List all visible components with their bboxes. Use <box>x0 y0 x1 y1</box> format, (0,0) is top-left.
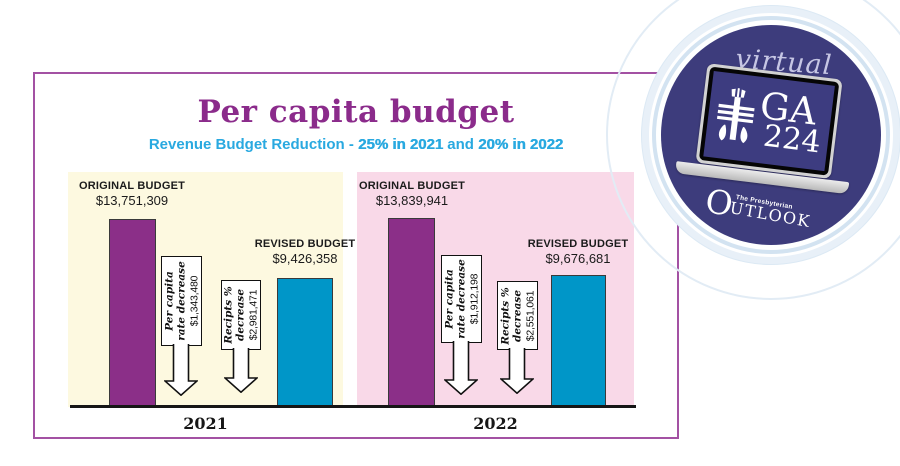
callout-line: decrease <box>511 289 524 342</box>
callout-line: rate decrease <box>175 261 188 341</box>
callout-line: decrease <box>234 288 247 342</box>
label-text: REVISED BUDGET <box>527 238 629 250</box>
label-2021-revised: REVISED BUDGET $9,426,358 <box>239 238 371 266</box>
callout-text: Per capita rate decrease $1,343,480 <box>163 258 200 344</box>
callout-value: $2,981,471 <box>247 289 260 341</box>
ga224-wordmark: GA 224 <box>755 84 826 161</box>
callout-2022-per-capita-decrease: Per capita rate decrease $1,912,198 <box>441 255 482 343</box>
subtitle-reduction-2022: 20% in 2022 <box>478 136 564 153</box>
down-arrow-icon <box>500 348 534 394</box>
down-arrow-icon <box>164 344 198 396</box>
presbyterian-seal-icon <box>717 88 755 144</box>
callout-line: Per capita <box>442 269 455 329</box>
callout-line: Recipts % <box>498 286 511 345</box>
year-label-2022: 2022 <box>473 414 518 433</box>
bar-2021-original-budget <box>109 219 156 407</box>
label-value: $9,676,681 <box>545 251 611 266</box>
callout-line: rate decrease <box>455 259 468 339</box>
subtitle-reduction-2021: 25% in 2021 <box>358 136 444 153</box>
decorative-circle <box>606 0 900 300</box>
laptop-screen: GA 224 <box>695 63 843 179</box>
label-text: ORIGINAL BUDGET <box>78 180 186 192</box>
callout-value: $1,912,198 <box>467 273 480 325</box>
label-2022-original: ORIGINAL BUDGET $13,839,941 <box>346 180 478 208</box>
callout-line: Per capita <box>162 271 175 331</box>
label-value: $13,839,941 <box>375 193 449 208</box>
label-value: $13,751,309 <box>95 193 169 208</box>
callout-text: Per capita rate decrease $1,912,198 <box>443 257 480 341</box>
subtitle-connector: and <box>443 136 479 153</box>
year-label-2021: 2021 <box>183 414 228 433</box>
chart-subtitle: Revenue Budget Reduction - 25% in 2021 a… <box>33 136 679 153</box>
label-2022-revised: REVISED BUDGET $9,676,681 <box>512 238 644 266</box>
x-axis-line <box>70 405 636 408</box>
bar-2021-revised-budget <box>277 278 333 407</box>
laptop-bezel: GA 224 <box>698 66 840 176</box>
bar-2022-revised-budget <box>551 275 606 407</box>
callout-line: Recipts % <box>222 286 235 344</box>
down-arrow-icon <box>224 348 258 393</box>
label-text: ORIGINAL BUDGET <box>358 180 466 192</box>
callout-text: Recipts % decrease $2,551,061 <box>499 283 536 348</box>
assembly-number: 224 <box>761 118 823 161</box>
ga224-virtual-badge: virtual <box>661 25 881 245</box>
callout-2021-receipts-decrease: Recipts % decrease $2,981,471 <box>221 280 261 350</box>
callout-value: $2,551,061 <box>523 290 536 341</box>
callout-2021-per-capita-decrease: Per capita rate decrease $1,343,480 <box>161 256 202 346</box>
laptop-icon: GA 224 <box>674 55 863 205</box>
callout-text: Recipts % decrease $2,981,471 <box>222 282 259 348</box>
label-text: REVISED BUDGET <box>254 238 356 250</box>
label-value: $9,426,358 <box>272 251 338 266</box>
callout-2022-receipts-decrease: Recipts % decrease $2,551,061 <box>497 281 538 350</box>
down-arrow-icon <box>444 341 478 395</box>
label-2021-original: ORIGINAL BUDGET $13,751,309 <box>66 180 198 208</box>
callout-value: $1,343,480 <box>187 275 200 327</box>
laptop-display: GA 224 <box>703 70 835 172</box>
page-title: Per capita budget <box>197 94 515 130</box>
bar-2022-original-budget <box>388 218 435 407</box>
subtitle-prefix: Revenue Budget Reduction - <box>148 136 359 153</box>
